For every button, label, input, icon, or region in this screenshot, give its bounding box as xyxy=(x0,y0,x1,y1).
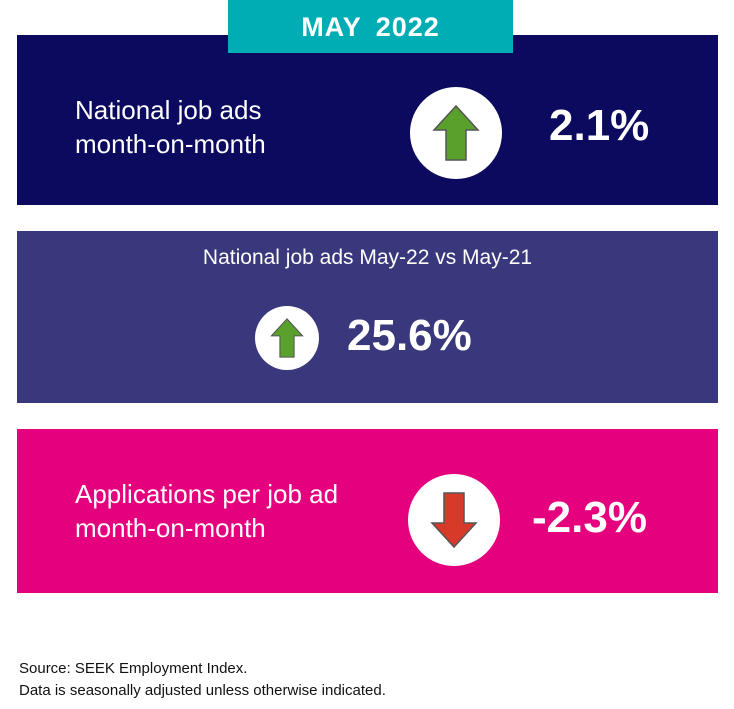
arrow-up-icon xyxy=(410,87,502,179)
card-label: National job ads month-on-month xyxy=(75,93,266,161)
adjustment-note: Data is seasonally adjusted unless other… xyxy=(19,682,386,699)
card-label: Applications per job ad month-on-month xyxy=(75,477,338,545)
label-line: Applications per job ad xyxy=(75,479,339,509)
card-value: 2.1% xyxy=(549,101,650,150)
card-label: National job ads May-22 vs May-21 xyxy=(202,246,533,269)
card-job-ads-mom: National job ads month-on-month 2.1% xyxy=(17,35,718,205)
period-tag: MAY 2022 xyxy=(228,0,513,53)
label-line: month-on-month xyxy=(75,129,266,159)
label-line: month-on-month xyxy=(75,513,266,543)
card-job-ads-yoy: National job ads May-22 vs May-21 25.6% xyxy=(17,231,718,403)
arrow-up-icon xyxy=(255,306,319,370)
card-applications-mom: Applications per job ad month-on-month -… xyxy=(17,429,718,593)
source-note: Source: SEEK Employment Index. xyxy=(19,660,248,677)
card-value: -2.3% xyxy=(532,493,647,542)
card-value: 25.6% xyxy=(347,311,472,360)
label-line: National job ads xyxy=(75,95,262,125)
arrow-down-icon xyxy=(408,474,500,566)
